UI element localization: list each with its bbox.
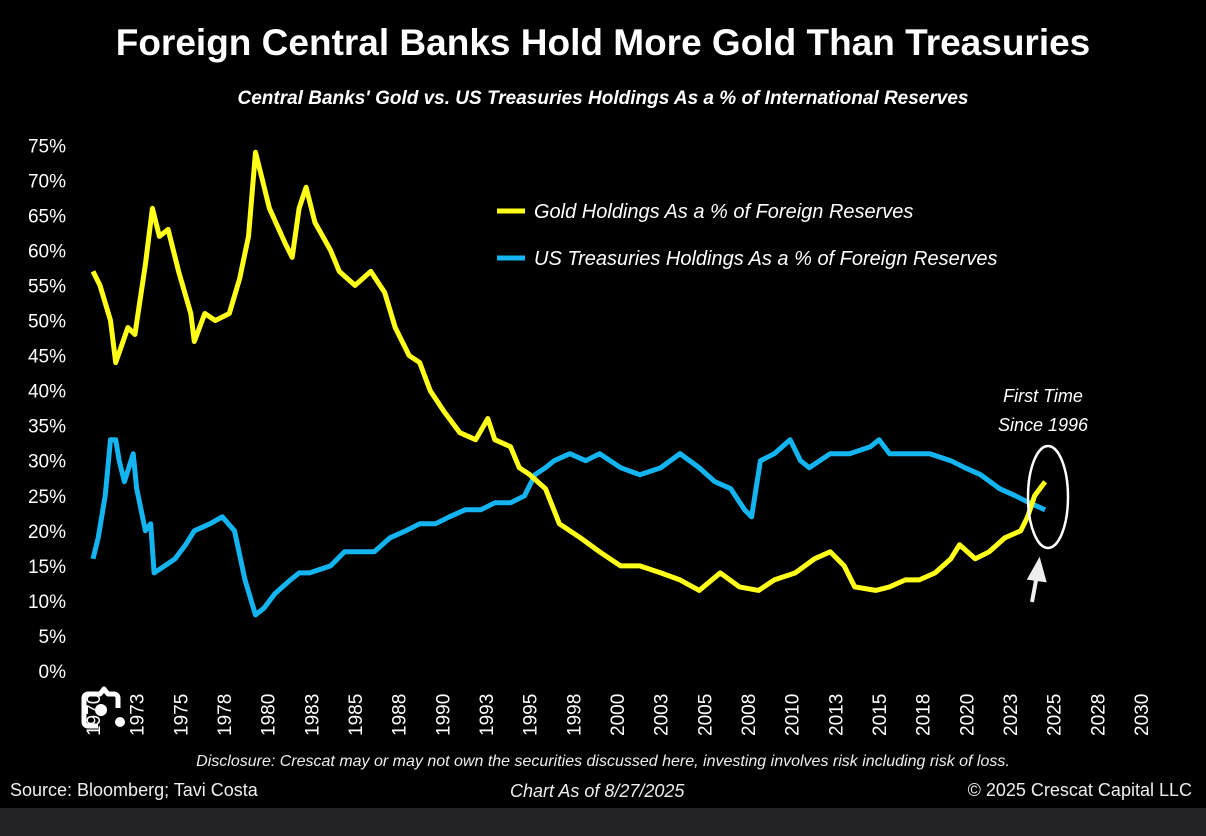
x-tick-label: 1988	[390, 694, 411, 736]
x-tick-label: 2015	[870, 694, 891, 736]
legend-label: US Treasuries Holdings As a % of Foreign…	[534, 248, 998, 270]
copyright-text: © 2025 Crescat Capital LLC	[967, 780, 1192, 800]
y-tick-label: 70%	[28, 171, 66, 192]
x-tick-label: 1993	[477, 694, 498, 736]
x-tick-label: 1980	[259, 694, 280, 736]
x-tick-label: 2020	[957, 694, 978, 736]
x-tick-label: 2018	[914, 694, 935, 736]
x-tick-label: 1998	[564, 694, 585, 736]
y-tick-label: 15%	[28, 557, 66, 578]
lens-camera-icon[interactable]	[74, 684, 130, 734]
x-tick-label: 2013	[826, 694, 847, 736]
y-tick-label: 60%	[28, 241, 66, 262]
y-tick-label: 50%	[28, 312, 66, 333]
x-tick-label: 2025	[1045, 694, 1066, 736]
x-tick-label: 1995	[521, 694, 542, 736]
source-text: Source: Bloomberg; Tavi Costa	[10, 780, 258, 800]
y-tick-label: 75%	[28, 136, 66, 157]
y-tick-label: 55%	[28, 276, 66, 297]
x-tick-label: 2023	[1001, 694, 1022, 736]
x-tick-label: 1983	[302, 694, 323, 736]
x-tick-label: 1975	[171, 694, 192, 736]
x-tick-label: 1978	[215, 694, 236, 736]
treasuries-line	[90, 437, 1047, 618]
y-tick-label: 20%	[28, 522, 66, 543]
x-tick-label: 1990	[433, 694, 454, 736]
highlight-ellipse	[1026, 444, 1070, 550]
disclosure-text: Disclosure: Crescat may or may not own t…	[196, 753, 1010, 770]
line-chart: 0% 5% 10% 15% 20% 25% 30% 35% 40% 45% 50% 55% 60% 65%…	[28, 136, 1153, 736]
y-tick-label: 10%	[28, 592, 66, 613]
x-tick-label: 2003	[652, 694, 673, 736]
y-tick-label: 30%	[28, 452, 66, 473]
arrow-icon	[1026, 556, 1047, 603]
gold-line	[90, 149, 1048, 593]
x-tick-label: 1985	[346, 694, 367, 736]
y-tick-label: 40%	[28, 382, 66, 403]
y-tick-label: 0%	[39, 662, 67, 683]
chart-date-text: Chart As of 8/27/2025	[510, 781, 685, 801]
x-tick-label: 2030	[1132, 694, 1153, 736]
x-tick-label: 1973	[128, 694, 149, 736]
y-tick-label: 65%	[28, 206, 66, 227]
chart-subtitle: Central Banks' Gold vs. US Treasuries Ho…	[237, 88, 969, 109]
x-tick-label: 2010	[783, 694, 804, 736]
y-tick-label: 5%	[39, 627, 67, 648]
annotation-text: First Time	[1003, 386, 1083, 406]
y-tick-label: 45%	[28, 347, 66, 368]
legend-label: Gold Holdings As a % of Foreign Reserves	[534, 201, 913, 223]
chart-title: Foreign Central Banks Hold More Gold Tha…	[115, 22, 1091, 63]
y-tick-label: 35%	[28, 417, 66, 438]
x-tick-label: 2008	[739, 694, 760, 736]
x-tick-label: 2000	[608, 694, 629, 736]
y-tick-label: 25%	[28, 487, 66, 508]
x-tick-label: 2028	[1088, 694, 1109, 736]
bottom-bar	[0, 808, 1206, 836]
x-tick-label: 2005	[695, 694, 716, 736]
annotation-text: Since 1996	[998, 415, 1089, 435]
